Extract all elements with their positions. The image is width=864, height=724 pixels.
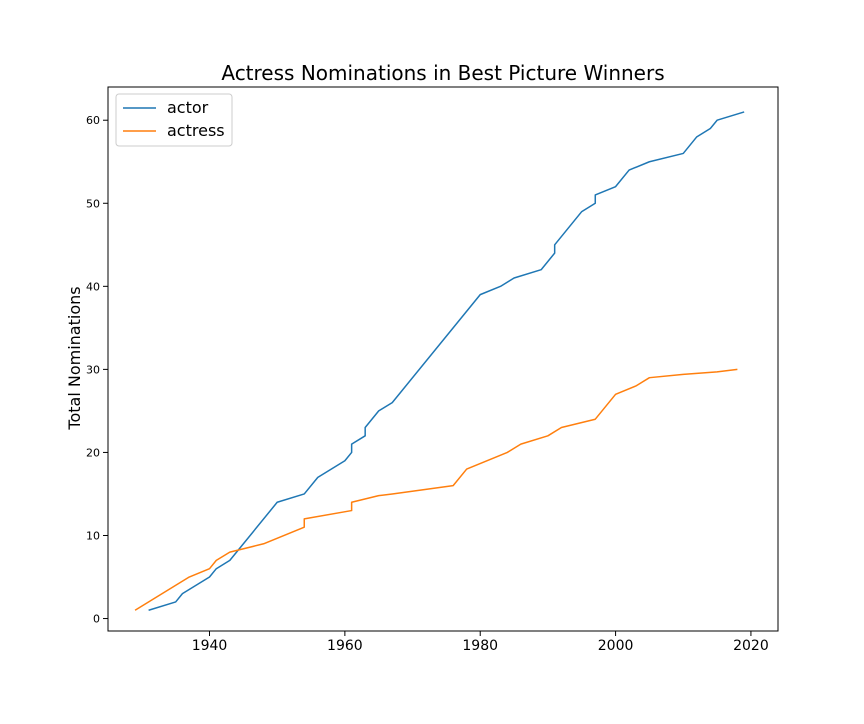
y-tick-label: 20 [86,446,100,459]
x-tick-label: 1980 [462,638,498,654]
y-axis-label: Total Nominations [65,286,84,430]
x-tick-label: 1960 [327,638,363,654]
y-tick-label: 50 [86,197,100,210]
chart-title: Actress Nominations in Best Picture Winn… [221,61,664,85]
axes-frame [107,86,779,632]
x-tick-label: 2020 [733,638,769,654]
x-tick-label: 2000 [598,638,634,654]
series-line-actress [134,368,738,611]
y-tick-label: 0 [93,613,100,626]
y-tick-label: 10 [86,529,100,542]
y-tick-label: 40 [86,280,100,293]
series-line-actor [148,111,745,611]
x-tick-label: 1940 [192,638,228,654]
y-tick-label: 60 [86,114,100,127]
legend-label-actress: actress [167,121,225,140]
plot-area: 1940 1960 1980 2000 2020 0 10 20 30 40 50 60 [86,86,779,654]
legend-label-actor: actor [167,98,209,117]
y-tick-label: 30 [86,363,100,376]
legend-box [115,93,233,147]
legend: actor actress [115,93,233,147]
